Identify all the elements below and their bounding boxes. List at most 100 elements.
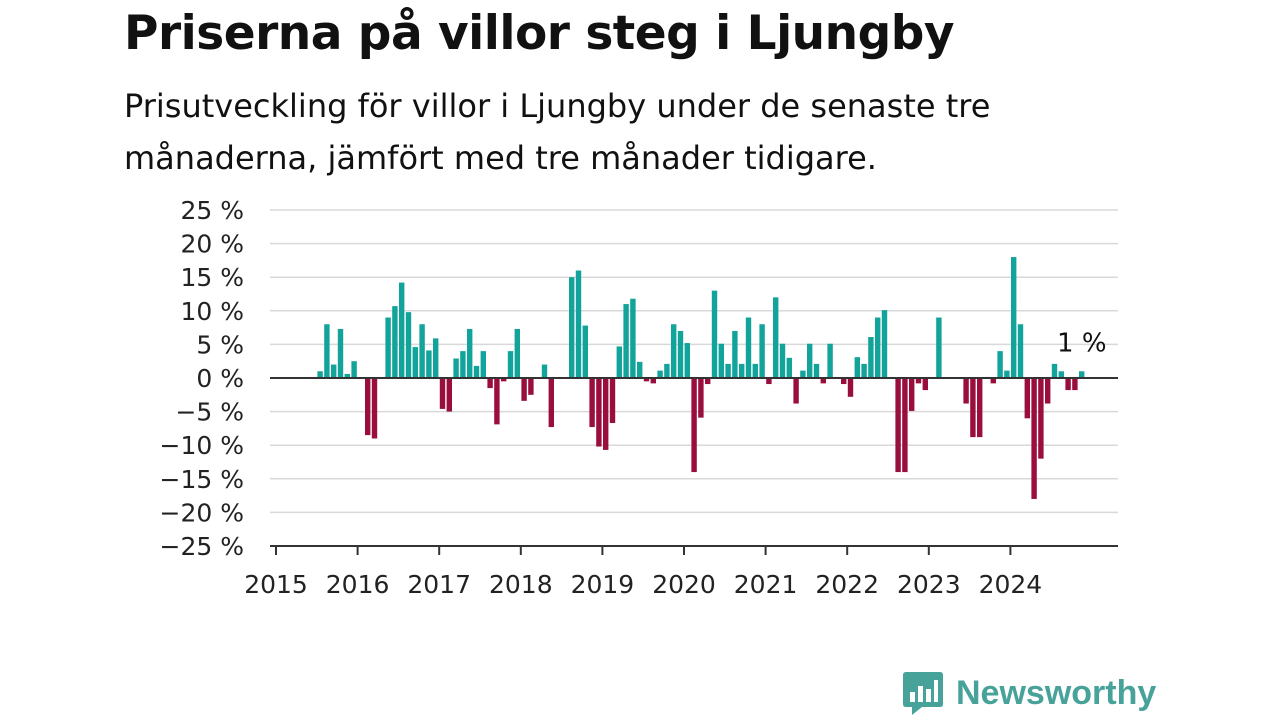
bar [405, 312, 412, 378]
bar [494, 378, 500, 425]
bar [1004, 370, 1010, 378]
bar [501, 378, 507, 382]
bar [1017, 324, 1024, 378]
y-tick-label: −15 % [160, 465, 244, 494]
bar [603, 378, 609, 450]
bar [997, 351, 1003, 378]
bar [1072, 378, 1078, 391]
x-tick-label: 2023 [897, 570, 961, 599]
bar [841, 378, 847, 385]
bar [820, 378, 826, 384]
x-tick-label: 2020 [652, 570, 716, 599]
bar [922, 378, 928, 391]
gridlines [270, 209, 1118, 514]
bar [419, 324, 425, 378]
y-tick-label: 10 % [180, 297, 244, 326]
bar [752, 363, 758, 378]
bar [487, 378, 493, 389]
y-tick-label: 0 % [196, 364, 244, 393]
chart-subtitle: Prisutveckling för villor i Ljungby unde… [124, 87, 991, 177]
x-tick-label: 2018 [489, 570, 553, 599]
x-tick-label: 2021 [734, 570, 798, 599]
bar [616, 346, 622, 378]
bar [548, 378, 554, 428]
bar [854, 357, 860, 378]
bar [963, 378, 969, 404]
y-tick-label: 25 % [180, 196, 244, 225]
bar [521, 378, 527, 401]
bar [847, 378, 854, 397]
bar [718, 343, 724, 378]
bar [324, 324, 330, 378]
y-tick-label: 15 % [180, 263, 244, 292]
y-tick-label: 20 % [180, 230, 244, 259]
bar [732, 330, 738, 378]
bar [467, 328, 473, 378]
bar [439, 378, 446, 409]
bar [637, 361, 643, 378]
bar [759, 324, 765, 378]
bar [365, 378, 371, 436]
bar [507, 351, 514, 378]
x-tick-label: 2017 [407, 570, 471, 599]
bar [385, 317, 391, 378]
bar [589, 378, 595, 428]
bar [745, 317, 752, 378]
y-axis-labels: 25 % 20 % 15 % 10 % 5 % 0 % −5 % −10 % −15 % −20 … [160, 196, 244, 561]
x-tick-label: 2024 [979, 570, 1043, 599]
bar [331, 364, 337, 378]
bar [725, 363, 731, 378]
bar [392, 306, 398, 378]
bar [895, 378, 901, 473]
bar [657, 370, 663, 378]
x-axis-ticks: 2015 2016 2017 2018 2019 2020 2021 2022 2023 2024 [244, 546, 1042, 599]
bar [575, 270, 582, 378]
brand-name: Newsworthy [956, 673, 1157, 712]
bar [433, 338, 439, 378]
bar [1031, 378, 1037, 499]
chart-title: Priserna på villor steg i Ljungby [124, 6, 955, 61]
bar [793, 378, 799, 404]
bar [902, 378, 908, 473]
bar [691, 378, 697, 473]
bar [861, 363, 867, 378]
bar [705, 378, 711, 385]
bar [1051, 363, 1058, 378]
x-tick-label: 2019 [571, 570, 635, 599]
y-tick-label: −10 % [160, 431, 244, 460]
bar [800, 370, 806, 378]
bar [480, 351, 486, 378]
bar [779, 343, 786, 378]
x-tick-label: 2016 [326, 570, 390, 599]
bar [684, 343, 690, 378]
bar [1011, 257, 1017, 378]
bar [528, 378, 534, 395]
bar [677, 330, 684, 378]
bar [739, 363, 745, 378]
x-tick-label: 2015 [244, 570, 308, 599]
bar [351, 361, 357, 378]
bars [317, 257, 1085, 499]
bar [446, 378, 452, 412]
bar [915, 378, 922, 384]
bar [317, 371, 323, 378]
bar [609, 378, 616, 424]
bar [766, 378, 772, 385]
bar [711, 290, 718, 378]
bar [786, 357, 792, 378]
bar [773, 297, 779, 378]
y-tick-label: −20 % [160, 498, 244, 527]
bar [541, 364, 548, 378]
bar [970, 378, 976, 438]
bar [623, 304, 629, 378]
bar [453, 358, 459, 378]
bar [337, 328, 344, 378]
bar [569, 277, 575, 378]
bar [596, 378, 602, 447]
bar [875, 317, 881, 378]
bar [813, 363, 820, 378]
bar [412, 347, 418, 378]
bar [671, 324, 677, 378]
bar [344, 373, 350, 378]
bar [977, 378, 983, 438]
